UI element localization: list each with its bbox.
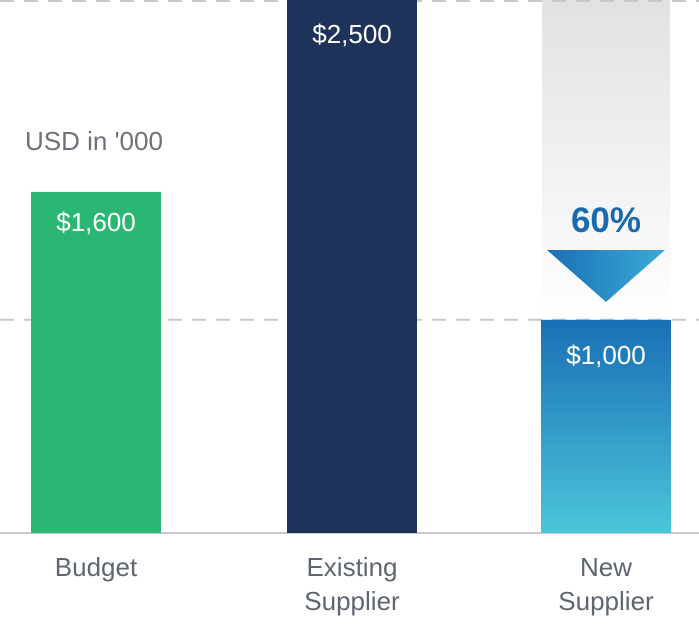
- bar-new-supplier: [541, 319, 671, 533]
- reduction-percent-label: 60%: [571, 201, 641, 240]
- bar-existing-supplier: [287, 0, 417, 533]
- category-label-0-0: Budget: [55, 552, 138, 582]
- category-label-1-0: Existing: [306, 552, 397, 582]
- value-label-0: $1,600: [56, 207, 136, 237]
- value-label-2: $1,000: [566, 340, 646, 370]
- value-label-1: $2,500: [312, 19, 392, 49]
- reduction-arrow-icon: [547, 250, 665, 302]
- bar-budget: [31, 191, 161, 533]
- category-label-1-1: Supplier: [304, 586, 400, 616]
- category-label-2-0: New: [580, 552, 632, 582]
- category-label-2-1: Supplier: [558, 586, 654, 616]
- unit-label: USD in '000: [25, 126, 163, 156]
